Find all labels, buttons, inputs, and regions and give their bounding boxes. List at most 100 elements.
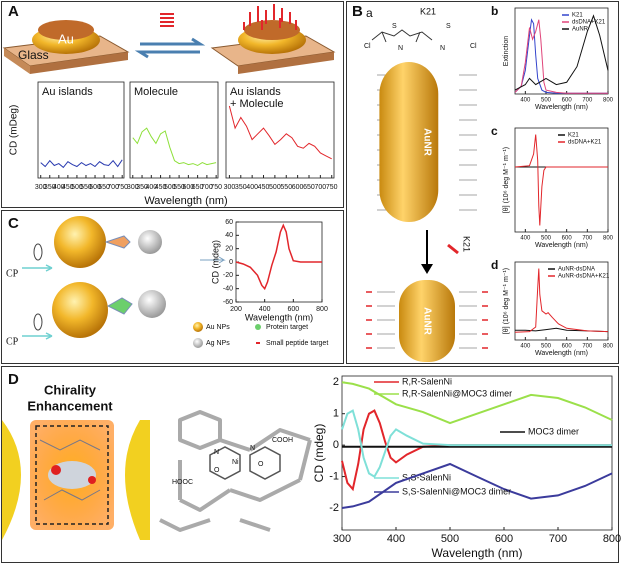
y-tick-label: 0 [229,259,233,266]
x-tick-label: 650 [303,184,315,191]
x-tick-label: 400 [520,98,531,104]
panel-c-frame [1,210,344,364]
x-tick-label: 600 [287,306,299,313]
panel-b-illustration [366,29,488,362]
y-tick-label: 60 [225,219,233,226]
x-tick-label: 800 [603,533,621,545]
y-axis-label: [θ] (10⁶ deg M⁻¹ m⁻¹) [503,268,510,334]
y-axis-label: CD (mDeg) [9,105,20,156]
plot-title: + Molecule [230,98,284,110]
plot-title: Au islands [42,86,93,98]
x-tick-label: 450 [155,184,167,191]
au-label: Au [58,31,74,46]
x-axis-label: Wavelength (nm) [535,242,588,249]
legend-label: K21 [572,13,583,19]
x-tick-label: 800 [603,344,614,350]
cp-label: CP [6,268,19,279]
legend-label: Au NPs [206,324,230,331]
x-tick-label: 350 [235,184,247,191]
x-tick-label: 300 [35,184,47,191]
x-tick-label: 400 [387,533,405,545]
plot-title: Au islands [230,86,281,98]
x-tick-label: 400 [246,184,258,191]
data-line [40,159,123,169]
plot-title: Molecule [134,86,178,98]
data-line [235,223,322,291]
atom-label: S [392,23,397,30]
x-tick-label: 500 [71,184,83,191]
x-tick-label: 700 [315,184,327,191]
data-line [514,14,609,91]
legend-label: K21 [568,133,579,139]
x-tick-label: 350 [136,184,148,191]
atom-label: S [446,23,451,30]
plot-frame [341,375,613,531]
x-tick-label: 750 [326,184,338,191]
atom-label: N [214,449,219,456]
x-axis-label: Wavelength (nm) [535,350,588,357]
x-tick-label: 700 [107,184,119,191]
arrow-label: K21 [462,236,472,252]
plot-frame [225,81,335,179]
x-tick-label: 500 [541,236,552,242]
atom-label: Cl [364,43,371,50]
panel-label: A [8,3,19,20]
y-tick-label: -40 [223,286,233,293]
x-tick-label: 550 [280,184,292,191]
x-tick-label: 300 [224,184,236,191]
x-tick-label: 400 [53,184,65,191]
sub-label: d [491,258,498,272]
x-axis-label: Wavelength (nm) [432,546,523,560]
legend-label: Small peptide target [266,340,328,347]
x-tick-label: 600 [562,236,573,242]
x-tick-label: 300 [333,533,351,545]
legend-label: Ag NPs [206,340,230,347]
atom-label: Cl [470,43,477,50]
legend-label: dsDNA+K21 [568,140,602,146]
x-tick-label: 200 [230,306,242,313]
panel-a-frame [1,1,344,208]
data-line [514,268,609,333]
y-axis-label: [θ] (10⁶ deg M⁻¹ m⁻¹) [503,147,510,213]
sub-label: c [491,124,498,138]
data-line [514,19,608,94]
panel-label: B [352,3,363,20]
x-tick-label: 550 [173,184,185,191]
atom-label: N [440,45,445,52]
plot-frame [514,127,609,233]
x-tick-label: 700 [582,344,593,350]
x-tick-label: 600 [89,184,101,191]
y-tick-label: -60 [223,299,233,306]
atom-label: N [250,445,255,452]
y-axis-label: CD (mdeg) [210,240,220,284]
x-tick-label: 500 [541,344,552,350]
x-tick-label: 400 [259,306,271,313]
legend-label: R,R-SalenNi [402,376,452,386]
x-tick-label: 700 [201,184,213,191]
x-tick-label: 800 [316,306,328,313]
legend-label: MOC3 dimer [528,426,579,436]
panel-a-illustration [2,4,336,74]
data-line [341,409,612,478]
x-tick-label: 300 [127,184,139,191]
x-tick-label: 700 [582,98,593,104]
legend-label: AuNR-dsDNA+K21 [558,274,610,280]
data-line [514,134,608,226]
atom-label: O [258,461,264,468]
x-tick-label: 650 [98,184,110,191]
x-axis-label: Wavelength (nm) [535,104,588,111]
x-tick-label: 700 [582,236,593,242]
legend-label: S,S-SalenNi [402,472,451,482]
x-tick-label: 750 [116,184,128,191]
x-axis-label: Wavelength (nm) [144,195,227,207]
rod-label: AuNR [421,128,432,157]
x-tick-label: 600 [292,184,304,191]
panel-label: D [8,371,19,388]
x-tick-label: 450 [258,184,270,191]
x-tick-label: 400 [520,236,531,242]
sub-label: b [491,4,498,18]
sub-label: a [366,6,373,20]
x-tick-label: 350 [44,184,56,191]
